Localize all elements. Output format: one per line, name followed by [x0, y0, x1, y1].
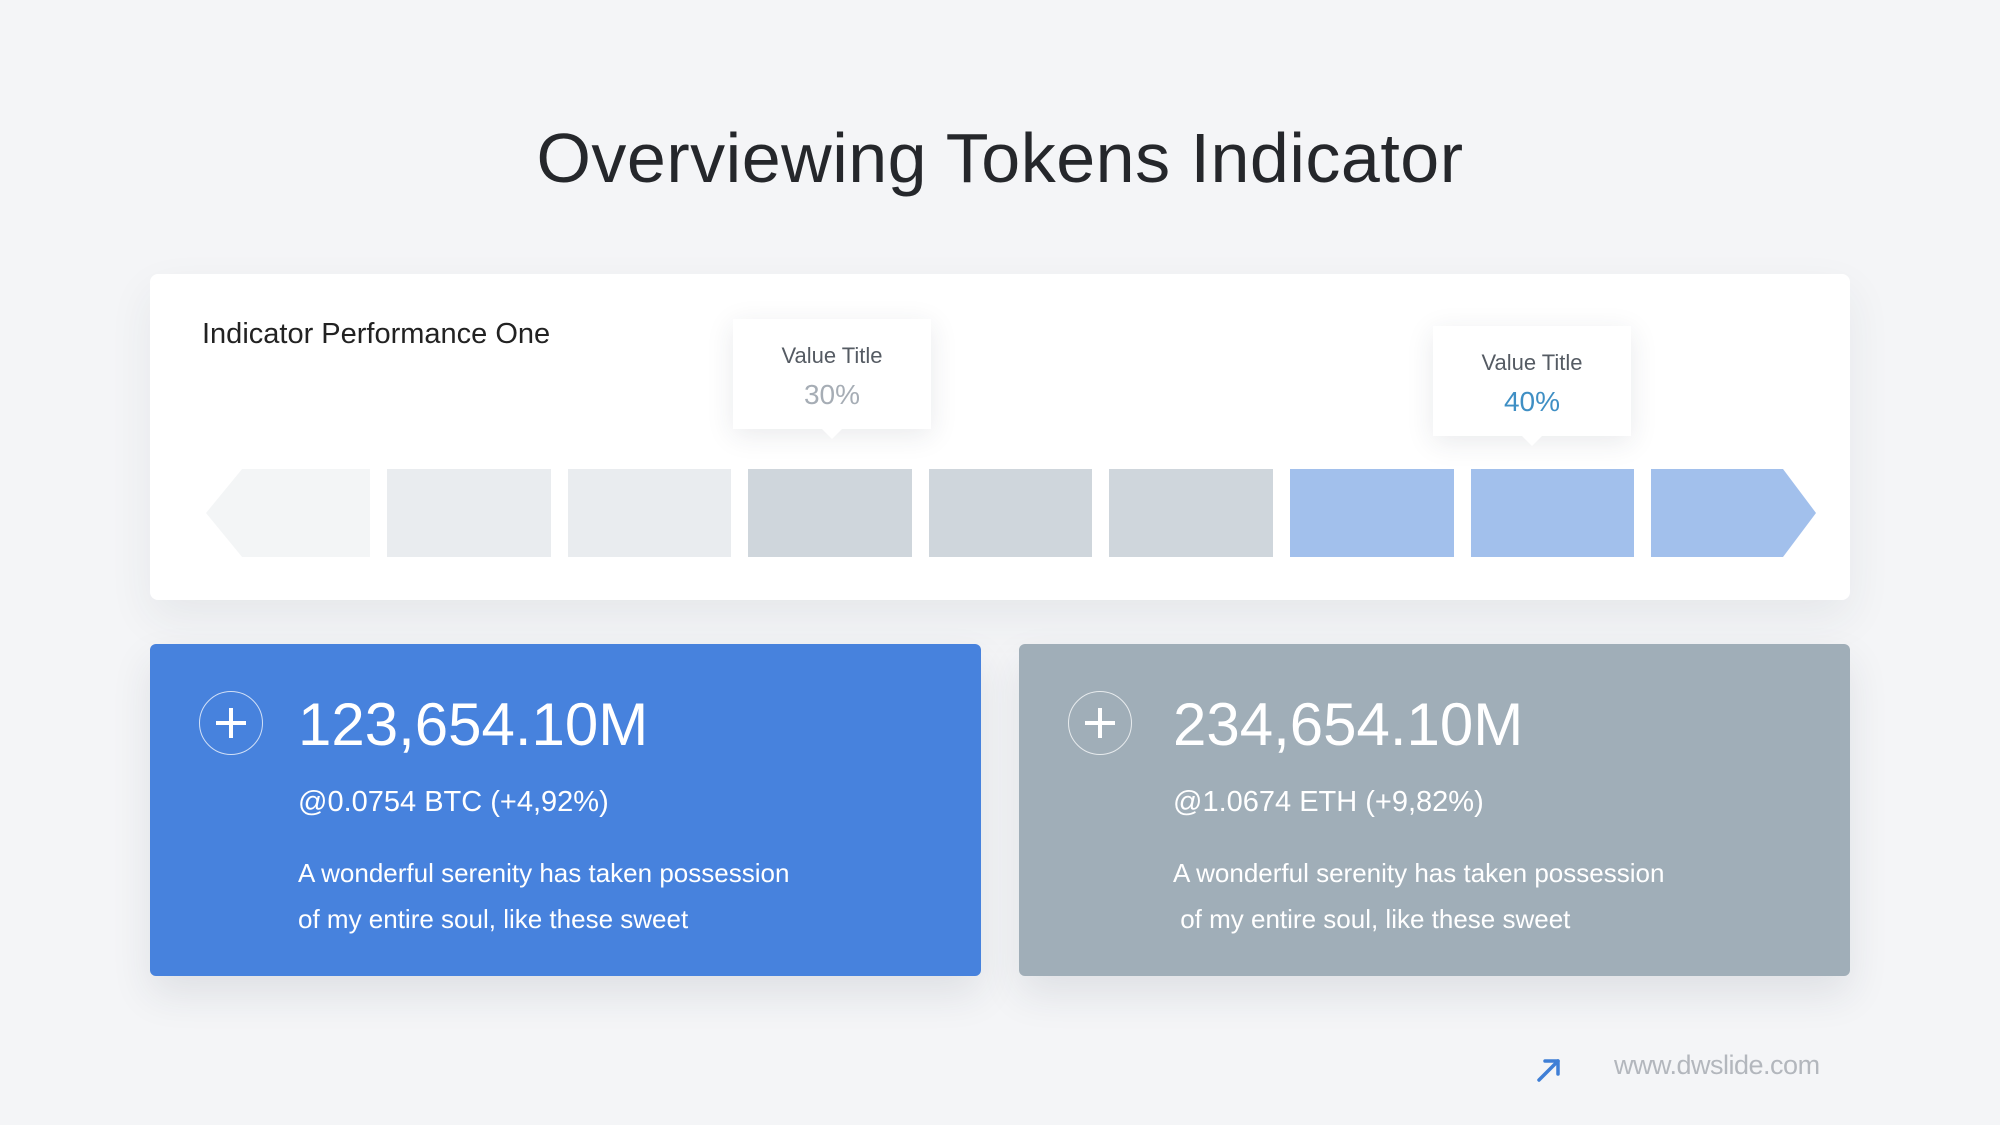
- bar-segment-7: [1290, 469, 1454, 557]
- bar-segment-8: [1471, 469, 1634, 557]
- value-tooltip-40: Value Title 40%: [1433, 326, 1631, 446]
- indicator-performance-panel: Indicator Performance One Value Title 30…: [150, 274, 1850, 600]
- value-tooltip-30: Value Title 30%: [733, 319, 931, 439]
- plus-icon[interactable]: [1068, 691, 1132, 755]
- arrow-up-right-icon: [1537, 1059, 1560, 1082]
- tooltip-title: Value Title: [1481, 350, 1583, 375]
- bar-segment-4: [748, 469, 912, 557]
- bar-segment-2: [387, 469, 551, 557]
- card-description-line: of my entire soul, like these sweet: [298, 904, 689, 934]
- tooltip-value: 40%: [1503, 386, 1561, 417]
- indicator-bar: [206, 469, 1816, 557]
- btc-card: 123,654.10M @0.0754 BTC (+4,92%) A wonde…: [150, 644, 981, 976]
- card-amount: 234,654.10M: [1173, 691, 1524, 758]
- bar-segment-5: [929, 469, 1092, 557]
- card-description: A wonderful serenity has taken possessio…: [298, 850, 789, 942]
- plus-icon[interactable]: [199, 691, 263, 755]
- tooltip-value: 30%: [803, 379, 861, 410]
- bar-segment-3: [568, 469, 731, 557]
- footer-url[interactable]: www.dwslide.com: [1614, 1050, 1820, 1080]
- eth-card: 234,654.10M @1.0674 ETH (+9,82%) A wonde…: [1019, 644, 1850, 976]
- slide-title: Overviewing Tokens Indicator: [536, 119, 1464, 197]
- bar-segment-6: [1109, 469, 1273, 557]
- card-rate: @1.0674 ETH (+9,82%): [1173, 786, 1484, 818]
- tooltip-title: Value Title: [781, 343, 883, 368]
- bar-segment-1: [206, 469, 370, 557]
- card-rate: @0.0754 BTC (+4,92%): [298, 786, 609, 818]
- panel-label: Indicator Performance One: [202, 318, 551, 350]
- card-amount: 123,654.10M: [298, 691, 649, 758]
- card-description-line: of my entire soul, like these sweet: [1173, 904, 1571, 934]
- card-description-line: A wonderful serenity has taken possessio…: [1173, 858, 1665, 888]
- bar-segment-9: [1651, 469, 1816, 557]
- card-description: A wonderful serenity has taken possessio…: [1173, 850, 1664, 942]
- card-description-line: A wonderful serenity has taken possessio…: [298, 858, 790, 888]
